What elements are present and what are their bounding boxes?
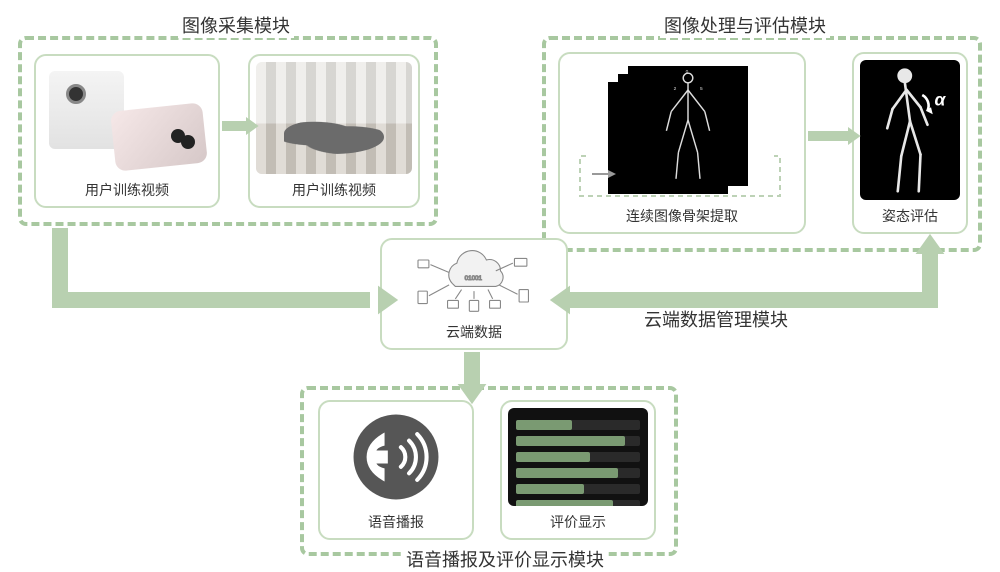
- svg-text:5: 5: [700, 86, 703, 92]
- voice-image: [326, 408, 466, 506]
- voice-broadcast-card: 语音播报: [318, 400, 474, 540]
- svg-text:2: 2: [674, 86, 677, 92]
- pose-skeleton-icon: α: [860, 60, 960, 200]
- cloud-image: 01001: [388, 246, 560, 316]
- capture-module-title: 图像采集模块: [178, 12, 294, 38]
- bars-image: [508, 408, 648, 506]
- cloud-module-title: 云端数据管理模块: [640, 306, 792, 332]
- video-card-label: 用户训练视频: [292, 180, 376, 200]
- device-card-label: 用户训练视频: [85, 180, 169, 200]
- angle-label: α: [935, 90, 947, 110]
- user-training-video-card: 用户训练视频: [248, 54, 420, 208]
- cloud-card-label: 云端数据: [446, 322, 502, 342]
- bracket-icon: [574, 148, 794, 200]
- device-photo: [42, 62, 212, 174]
- svg-text:0: 0: [686, 69, 689, 75]
- cloud-icon: 01001: [388, 246, 560, 316]
- skeleton-card-label: 连续图像骨架提取: [626, 206, 738, 226]
- svg-text:01001: 01001: [465, 275, 483, 282]
- skeleton-stack-image: 0 2 5: [566, 60, 798, 200]
- pose-evaluation-card: α 姿态评估: [852, 52, 968, 234]
- process-module-title: 图像处理与评估模块: [660, 12, 830, 38]
- voice-icon: [326, 408, 466, 506]
- cloud-data-card: 01001 云端数据: [380, 238, 568, 350]
- yoga-photo: [256, 62, 412, 174]
- skeleton-extraction-card: 0 2 5 连续图像骨架提取: [558, 52, 806, 234]
- bars-card-label: 评价显示: [550, 512, 606, 532]
- pose-card-label: 姿态评估: [882, 206, 938, 226]
- output-module-title: 语音播报及评价显示模块: [402, 546, 608, 572]
- voice-card-label: 语音播报: [368, 512, 424, 532]
- user-training-video-device-card: 用户训练视频: [34, 54, 220, 208]
- evaluation-display-card: 评价显示: [500, 400, 656, 540]
- pose-angle-image: α: [860, 60, 960, 200]
